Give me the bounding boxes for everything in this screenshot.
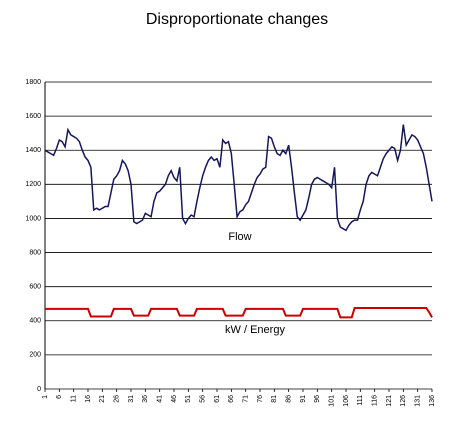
x-tick-label: 106: [343, 395, 350, 407]
series-line: [45, 306, 433, 319]
x-tick-label: 6: [56, 395, 63, 399]
y-tick-label: 800: [29, 249, 41, 256]
x-tick-label: 41: [157, 395, 164, 403]
series-line: [44, 124, 433, 232]
y-tick-label: 1000: [25, 215, 41, 222]
y-tick-label: 0: [37, 386, 41, 393]
x-tick-label: 91: [300, 395, 307, 403]
x-tick-label: 116: [372, 395, 379, 406]
x-tick-label: 36: [142, 395, 149, 403]
x-tick-label: 31: [128, 395, 135, 403]
x-tick-label: 1: [42, 395, 49, 399]
x-tick-label: 111: [357, 395, 364, 406]
x-tick-label: 71: [243, 395, 250, 403]
x-tick-label: 76: [257, 395, 264, 403]
y-tick-label: 1600: [25, 113, 41, 120]
x-tick-label: 131: [415, 395, 422, 407]
x-tick-label: 46: [171, 395, 178, 403]
x-tick-label: 26: [114, 395, 121, 403]
x-tick-label: 21: [99, 395, 106, 403]
x-tick-label: 81: [271, 395, 278, 403]
chart-title: Disproportionate changes: [146, 11, 328, 28]
y-tick-label: 1200: [25, 181, 41, 188]
x-tick-label: 11: [71, 395, 78, 402]
x-tick-label: 126: [400, 395, 407, 407]
x-tick-label: 66: [228, 395, 235, 403]
x-tick-label: 86: [286, 395, 293, 403]
x-tick-label: 101: [329, 395, 336, 407]
x-tick-label: 16: [85, 395, 92, 403]
x-tick-label: 56: [200, 395, 207, 403]
y-tick-label: 1400: [25, 147, 41, 154]
series-label: Flow: [228, 231, 251, 243]
series-label: kW / Energy: [225, 324, 285, 336]
x-tick-label: 61: [214, 395, 221, 403]
y-tick-label: 200: [29, 352, 41, 359]
x-tick-label: 51: [185, 395, 192, 403]
x-tick-label: 136: [429, 395, 436, 407]
x-tick-label: 121: [386, 395, 393, 407]
y-tick-label: 600: [29, 284, 41, 291]
x-tick-label: 96: [314, 395, 321, 403]
y-tick-label: 1800: [25, 79, 41, 86]
y-tick-label: 400: [29, 318, 41, 325]
